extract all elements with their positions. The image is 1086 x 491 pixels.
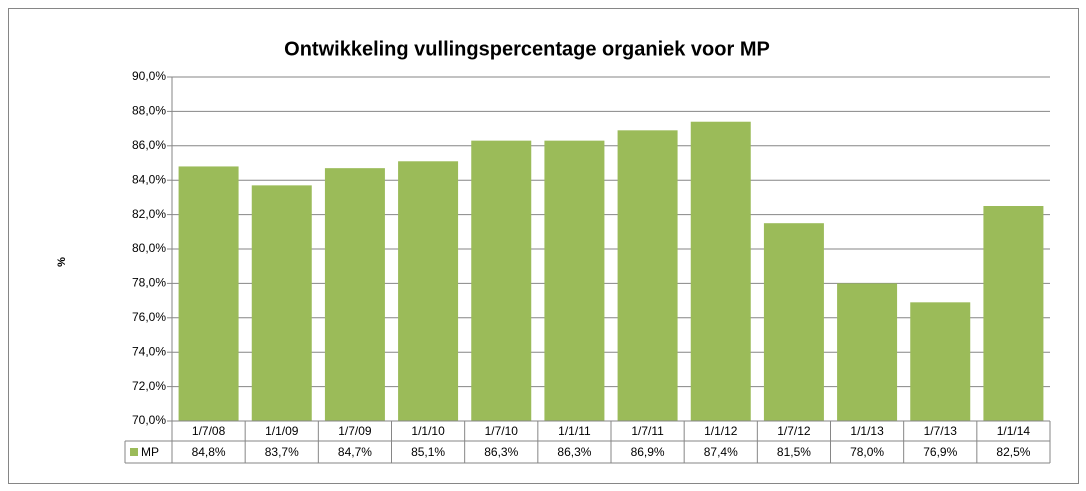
x-tick-label: 1/1/09 [265, 424, 299, 438]
x-tick-label: 1/7/11 [631, 424, 664, 438]
x-tick-label: 1/1/12 [704, 424, 738, 438]
x-tick-label: 1/1/10 [411, 424, 445, 438]
x-tick-label: 1/7/10 [485, 424, 519, 438]
bar [910, 302, 971, 421]
y-axis-label: % [56, 257, 68, 267]
bar [471, 140, 532, 421]
legend-label: MP [141, 445, 159, 459]
data-label: 84,7% [338, 445, 372, 459]
y-tick-label: 78,0% [132, 276, 166, 290]
bar [544, 140, 605, 421]
legend-key [130, 448, 138, 456]
bar [763, 223, 824, 421]
bar [617, 130, 678, 421]
bar [690, 121, 751, 421]
y-tick-label: 88,0% [132, 104, 166, 118]
data-label: 87,4% [704, 445, 738, 459]
y-tick-label: 84,0% [132, 172, 166, 186]
data-label: 83,7% [265, 445, 299, 459]
data-label: 82,5% [996, 445, 1030, 459]
x-tick-label: 1/1/14 [997, 424, 1031, 438]
data-label: 86,3% [557, 445, 591, 459]
data-label: 85,1% [411, 445, 445, 459]
data-label: 86,3% [484, 445, 518, 459]
data-label: 81,5% [777, 445, 811, 459]
y-tick-label: 74,0% [132, 344, 166, 358]
y-tick-label: 86,0% [132, 138, 166, 152]
x-tick-label: 1/7/12 [777, 424, 811, 438]
chart-title: Ontwikkeling vullingspercentage organiek… [284, 38, 770, 60]
y-tick-label: 76,0% [132, 310, 166, 324]
data-label: 86,9% [631, 445, 665, 459]
y-tick-label: 80,0% [132, 241, 166, 255]
bar [837, 283, 898, 421]
x-tick-label: 1/7/13 [924, 424, 958, 438]
y-tick-label: 90,0% [132, 69, 166, 83]
y-tick-label: 82,0% [132, 207, 166, 221]
x-tick-label: 1/1/13 [850, 424, 884, 438]
bar [178, 166, 239, 421]
data-label: 78,0% [850, 445, 884, 459]
y-tick-label: 72,0% [132, 379, 166, 393]
bar [398, 161, 459, 421]
data-label: 76,9% [923, 445, 957, 459]
data-label: 84,8% [192, 445, 226, 459]
y-tick-label: 70,0% [132, 413, 166, 427]
x-tick-label: 1/7/08 [192, 424, 226, 438]
bar [324, 168, 385, 421]
x-tick-label: 1/1/11 [558, 424, 591, 438]
bar [251, 185, 312, 421]
x-tick-label: 1/7/09 [338, 424, 372, 438]
bar [983, 206, 1044, 421]
